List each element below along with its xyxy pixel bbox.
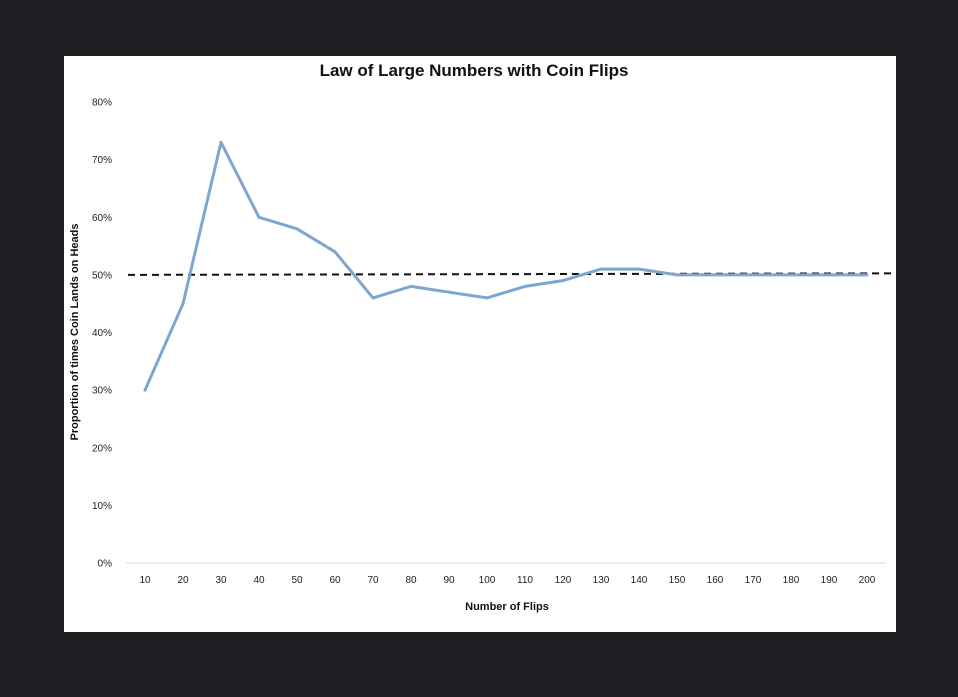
x-tick-label: 60: [329, 575, 341, 586]
x-tick-label: 180: [783, 575, 800, 586]
x-tick-label: 160: [707, 575, 724, 586]
x-tick-label: 80: [405, 575, 417, 586]
data-point: [827, 273, 831, 277]
x-tick-label: 150: [669, 575, 686, 586]
x-tick-label: 120: [555, 575, 572, 586]
data-point: [257, 215, 261, 219]
data-point: [447, 290, 451, 294]
y-tick-label: 10%: [92, 501, 112, 512]
data-point: [333, 250, 337, 254]
x-tick-label: 20: [177, 575, 189, 586]
data-point: [523, 284, 527, 288]
data-point: [219, 140, 223, 144]
x-tick-label: 50: [291, 575, 303, 586]
x-tick-label: 40: [253, 575, 265, 586]
chart-panel: Law of Large Numbers with Coin Flips 0% 1…: [64, 56, 896, 632]
y-tick-label: 60%: [92, 213, 112, 224]
data-point: [295, 227, 299, 231]
data-point: [485, 296, 489, 300]
data-point: [713, 273, 717, 277]
x-tick-label: 90: [443, 575, 455, 586]
y-tick-label: 0%: [98, 559, 113, 570]
data-point: [865, 273, 869, 277]
data-point: [637, 267, 641, 271]
x-tick-label: 200: [859, 575, 876, 586]
y-tick-label: 70%: [92, 155, 112, 166]
x-tick-label: 190: [821, 575, 838, 586]
x-tick-label: 70: [367, 575, 379, 586]
x-axis-title: Number of Flips: [465, 601, 549, 613]
x-tick-label: 100: [479, 575, 496, 586]
data-point: [675, 273, 679, 277]
data-points: [143, 140, 869, 392]
x-tick-label: 110: [517, 575, 533, 586]
data-point: [181, 302, 185, 306]
data-point: [789, 273, 793, 277]
y-tick-label: 50%: [92, 270, 112, 281]
data-point: [561, 279, 565, 283]
data-point: [599, 267, 603, 271]
data-point: [409, 284, 413, 288]
chart-title: Law of Large Numbers with Coin Flips: [320, 61, 629, 80]
y-tick-label: 40%: [92, 328, 112, 339]
data-point: [371, 296, 375, 300]
x-axis-ticks: 10 20 30 40 50 60 70 80 90 100 110 120 130 140 150 160 1…: [139, 575, 875, 586]
x-tick-label: 30: [215, 575, 227, 586]
y-axis-ticks: 0% 10% 20% 30% 40% 50% 60% 70% 80%: [92, 98, 112, 570]
x-tick-label: 170: [745, 575, 762, 586]
x-tick-label: 10: [139, 575, 151, 586]
series-line-heads-proportion: [143, 140, 867, 391]
x-tick-label: 140: [631, 575, 648, 586]
y-tick-label: 30%: [92, 386, 112, 397]
y-tick-label: 80%: [92, 98, 112, 109]
line-chart: Law of Large Numbers with Coin Flips 0% 1…: [69, 61, 895, 613]
x-tick-label: 130: [593, 575, 610, 586]
y-tick-label: 20%: [92, 443, 112, 454]
data-point: [143, 388, 147, 392]
data-point: [751, 273, 755, 277]
y-axis-title: Proportion of times Coin Lands on Heads: [69, 224, 81, 441]
